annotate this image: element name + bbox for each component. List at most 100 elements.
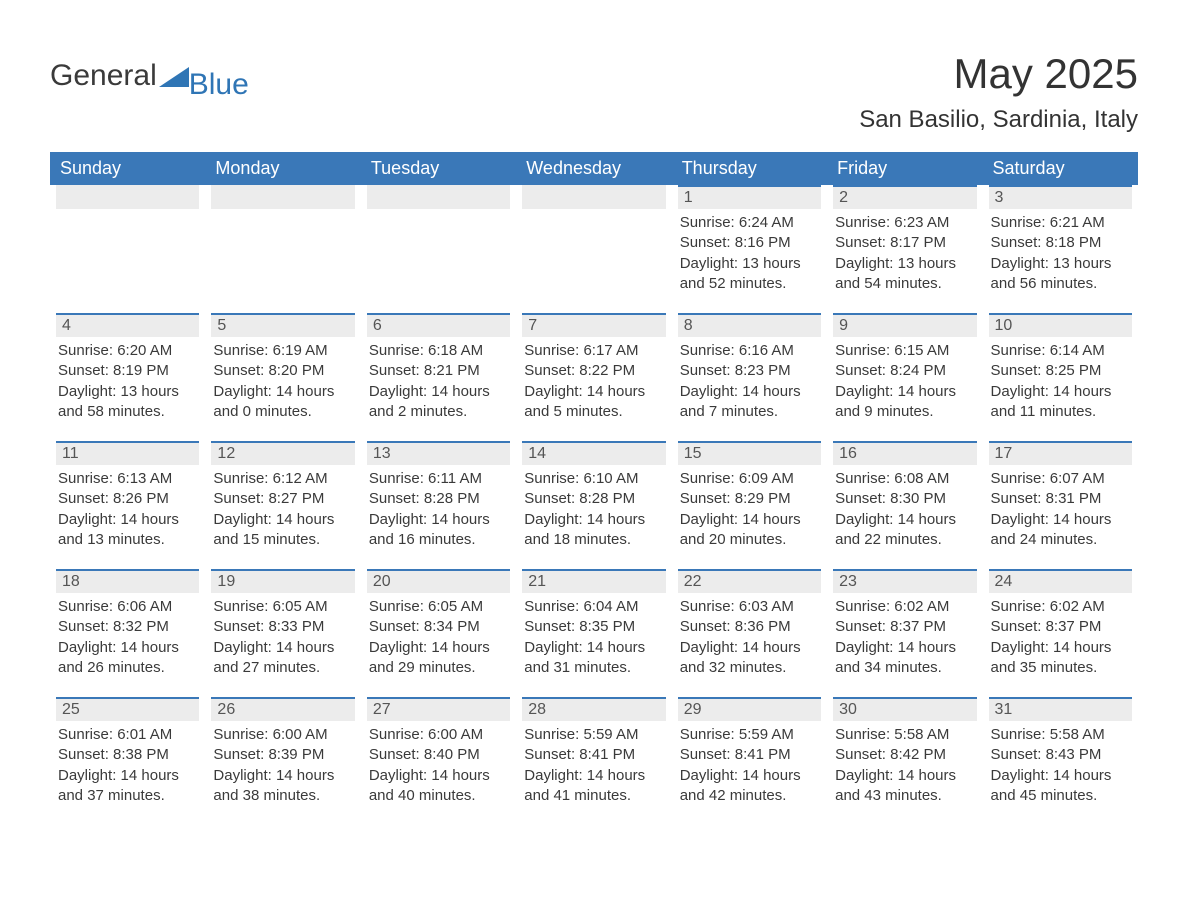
- weekday-header: Monday: [205, 152, 360, 185]
- day-cell: 30Sunrise: 5:58 AMSunset: 8:42 PMDayligh…: [827, 697, 982, 825]
- day-number: 2: [833, 185, 976, 209]
- daylight-text: Daylight: 14 hours and 34 minutes.: [835, 638, 974, 679]
- daylight-text: Daylight: 14 hours and 27 minutes.: [213, 638, 352, 679]
- day-body: Sunrise: 6:24 AMSunset: 8:16 PMDaylight:…: [678, 209, 821, 294]
- day-number: 11: [56, 441, 199, 465]
- week-row: 25Sunrise: 6:01 AMSunset: 8:38 PMDayligh…: [50, 697, 1138, 825]
- sunset-text: Sunset: 8:24 PM: [835, 361, 974, 381]
- day-cell: [50, 185, 205, 313]
- day-cell: 22Sunrise: 6:03 AMSunset: 8:36 PMDayligh…: [672, 569, 827, 697]
- day-body: Sunrise: 6:23 AMSunset: 8:17 PMDaylight:…: [833, 209, 976, 294]
- daylight-text: Daylight: 14 hours and 9 minutes.: [835, 382, 974, 423]
- month-title: May 2025: [859, 50, 1138, 98]
- day-body: Sunrise: 5:59 AMSunset: 8:41 PMDaylight:…: [522, 721, 665, 806]
- daylight-text: Daylight: 14 hours and 20 minutes.: [680, 510, 819, 551]
- sunset-text: Sunset: 8:34 PM: [369, 617, 508, 637]
- day-cell: 15Sunrise: 6:09 AMSunset: 8:29 PMDayligh…: [672, 441, 827, 569]
- day-number: 22: [678, 569, 821, 593]
- sunset-text: Sunset: 8:41 PM: [680, 745, 819, 765]
- day-body: Sunrise: 5:59 AMSunset: 8:41 PMDaylight:…: [678, 721, 821, 806]
- day-cell: 4Sunrise: 6:20 AMSunset: 8:19 PMDaylight…: [50, 313, 205, 441]
- daylight-text: Daylight: 13 hours and 54 minutes.: [835, 254, 974, 295]
- day-cell: 27Sunrise: 6:00 AMSunset: 8:40 PMDayligh…: [361, 697, 516, 825]
- day-cell: 14Sunrise: 6:10 AMSunset: 8:28 PMDayligh…: [516, 441, 671, 569]
- daylight-text: Daylight: 14 hours and 37 minutes.: [58, 766, 197, 807]
- day-number: 18: [56, 569, 199, 593]
- day-cell: 17Sunrise: 6:07 AMSunset: 8:31 PMDayligh…: [983, 441, 1138, 569]
- day-body: Sunrise: 6:11 AMSunset: 8:28 PMDaylight:…: [367, 465, 510, 550]
- day-number: 30: [833, 697, 976, 721]
- weekday-header-row: SundayMondayTuesdayWednesdayThursdayFrid…: [50, 152, 1138, 185]
- sunrise-text: Sunrise: 6:08 AM: [835, 469, 974, 489]
- sunset-text: Sunset: 8:39 PM: [213, 745, 352, 765]
- day-number: 6: [367, 313, 510, 337]
- sunrise-text: Sunrise: 6:05 AM: [369, 597, 508, 617]
- sunset-text: Sunset: 8:27 PM: [213, 489, 352, 509]
- daylight-text: Daylight: 14 hours and 15 minutes.: [213, 510, 352, 551]
- daylight-text: Daylight: 14 hours and 40 minutes.: [369, 766, 508, 807]
- sunrise-text: Sunrise: 6:20 AM: [58, 341, 197, 361]
- day-body: Sunrise: 5:58 AMSunset: 8:43 PMDaylight:…: [989, 721, 1132, 806]
- sunset-text: Sunset: 8:37 PM: [835, 617, 974, 637]
- sunset-text: Sunset: 8:36 PM: [680, 617, 819, 637]
- daylight-text: Daylight: 14 hours and 7 minutes.: [680, 382, 819, 423]
- day-cell: 24Sunrise: 6:02 AMSunset: 8:37 PMDayligh…: [983, 569, 1138, 697]
- sunset-text: Sunset: 8:41 PM: [524, 745, 663, 765]
- day-cell: 2Sunrise: 6:23 AMSunset: 8:17 PMDaylight…: [827, 185, 982, 313]
- weekday-header: Tuesday: [361, 152, 516, 185]
- day-number: 1: [678, 185, 821, 209]
- day-number: 29: [678, 697, 821, 721]
- sunset-text: Sunset: 8:33 PM: [213, 617, 352, 637]
- day-number: 10: [989, 313, 1132, 337]
- day-number: 26: [211, 697, 354, 721]
- day-number: 20: [367, 569, 510, 593]
- daylight-text: Daylight: 14 hours and 5 minutes.: [524, 382, 663, 423]
- title-block: May 2025 San Basilio, Sardinia, Italy: [859, 50, 1138, 134]
- daylight-text: Daylight: 13 hours and 56 minutes.: [991, 254, 1130, 295]
- day-cell: 3Sunrise: 6:21 AMSunset: 8:18 PMDaylight…: [983, 185, 1138, 313]
- sunset-text: Sunset: 8:40 PM: [369, 745, 508, 765]
- daylight-text: Daylight: 14 hours and 13 minutes.: [58, 510, 197, 551]
- day-cell: 23Sunrise: 6:02 AMSunset: 8:37 PMDayligh…: [827, 569, 982, 697]
- sunrise-text: Sunrise: 5:59 AM: [680, 725, 819, 745]
- sunset-text: Sunset: 8:21 PM: [369, 361, 508, 381]
- weekday-header: Friday: [827, 152, 982, 185]
- sunrise-text: Sunrise: 6:11 AM: [369, 469, 508, 489]
- sunset-text: Sunset: 8:43 PM: [991, 745, 1130, 765]
- logo-triangle-icon: [159, 65, 189, 92]
- day-cell: [516, 185, 671, 313]
- day-body: Sunrise: 6:06 AMSunset: 8:32 PMDaylight:…: [56, 593, 199, 678]
- weekday-header: Saturday: [983, 152, 1138, 185]
- sunrise-text: Sunrise: 5:58 AM: [991, 725, 1130, 745]
- sunset-text: Sunset: 8:42 PM: [835, 745, 974, 765]
- daylight-text: Daylight: 14 hours and 31 minutes.: [524, 638, 663, 679]
- day-number: 7: [522, 313, 665, 337]
- day-body: Sunrise: 6:00 AMSunset: 8:40 PMDaylight:…: [367, 721, 510, 806]
- day-cell: 19Sunrise: 6:05 AMSunset: 8:33 PMDayligh…: [205, 569, 360, 697]
- day-cell: 7Sunrise: 6:17 AMSunset: 8:22 PMDaylight…: [516, 313, 671, 441]
- logo-text-1: General: [50, 59, 157, 93]
- sunrise-text: Sunrise: 6:03 AM: [680, 597, 819, 617]
- day-body: Sunrise: 5:58 AMSunset: 8:42 PMDaylight:…: [833, 721, 976, 806]
- day-cell: [205, 185, 360, 313]
- day-number: 31: [989, 697, 1132, 721]
- daylight-text: Daylight: 14 hours and 42 minutes.: [680, 766, 819, 807]
- empty-day-bar: [367, 185, 510, 209]
- sunrise-text: Sunrise: 6:00 AM: [213, 725, 352, 745]
- day-cell: 25Sunrise: 6:01 AMSunset: 8:38 PMDayligh…: [50, 697, 205, 825]
- day-body: Sunrise: 6:05 AMSunset: 8:33 PMDaylight:…: [211, 593, 354, 678]
- day-body: Sunrise: 6:04 AMSunset: 8:35 PMDaylight:…: [522, 593, 665, 678]
- day-body: Sunrise: 6:03 AMSunset: 8:36 PMDaylight:…: [678, 593, 821, 678]
- day-cell: 18Sunrise: 6:06 AMSunset: 8:32 PMDayligh…: [50, 569, 205, 697]
- daylight-text: Daylight: 14 hours and 24 minutes.: [991, 510, 1130, 551]
- day-body: Sunrise: 6:14 AMSunset: 8:25 PMDaylight:…: [989, 337, 1132, 422]
- weekday-header: Thursday: [672, 152, 827, 185]
- day-number: 3: [989, 185, 1132, 209]
- day-cell: 10Sunrise: 6:14 AMSunset: 8:25 PMDayligh…: [983, 313, 1138, 441]
- sunset-text: Sunset: 8:38 PM: [58, 745, 197, 765]
- weeks-container: 1Sunrise: 6:24 AMSunset: 8:16 PMDaylight…: [50, 185, 1138, 825]
- daylight-text: Daylight: 14 hours and 16 minutes.: [369, 510, 508, 551]
- sunrise-text: Sunrise: 5:59 AM: [524, 725, 663, 745]
- day-cell: 20Sunrise: 6:05 AMSunset: 8:34 PMDayligh…: [361, 569, 516, 697]
- sunset-text: Sunset: 8:28 PM: [524, 489, 663, 509]
